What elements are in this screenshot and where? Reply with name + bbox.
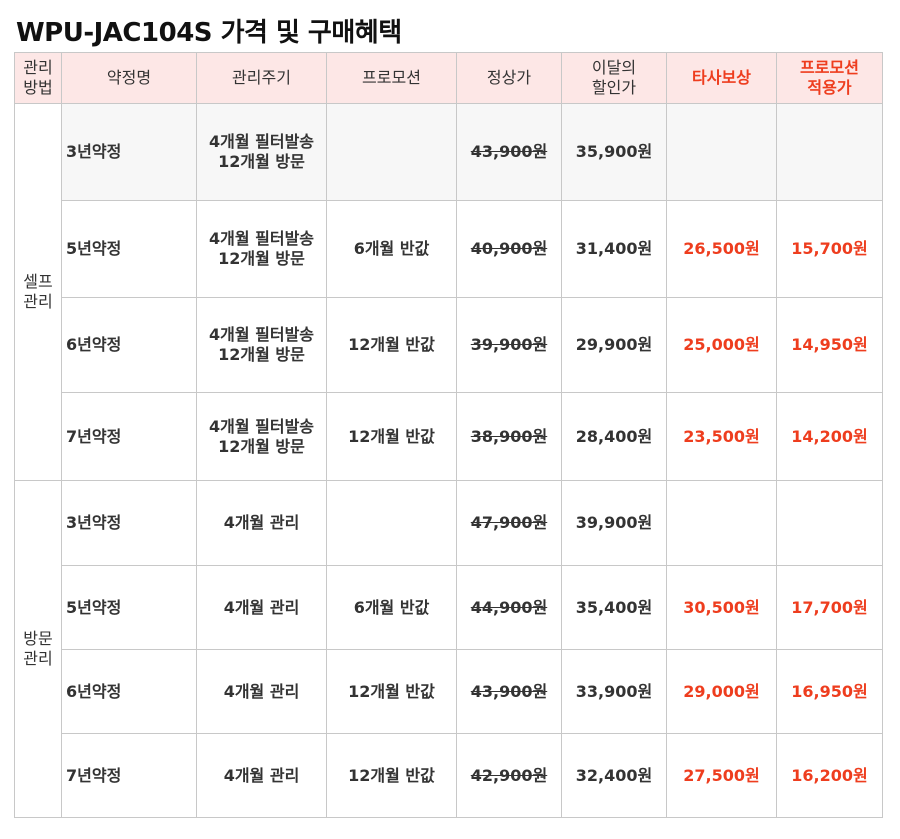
tradein-cell: 27,500원 bbox=[666, 733, 777, 818]
promo-cell bbox=[326, 103, 457, 201]
regular-price-cell: 47,900원 bbox=[456, 480, 562, 566]
table-row: 5년약정 4개월 필터발송 12개월 방문 6개월 반값 40,900원 31,4… bbox=[15, 200, 883, 298]
final-price-cell: 14,950원 bbox=[776, 297, 883, 393]
tradein-cell bbox=[666, 480, 777, 566]
final-price-cell: 17,700원 bbox=[776, 565, 883, 650]
cycle-cell: 4개월 필터발송 12개월 방문 bbox=[196, 392, 327, 481]
plan-cell: 7년약정 bbox=[61, 733, 197, 818]
tradein-cell: 23,500원 bbox=[666, 392, 777, 481]
promo-cell: 12개월 반값 bbox=[326, 733, 457, 818]
regular-price-cell: 43,900원 bbox=[456, 649, 562, 734]
group-self: 셀프 관리 bbox=[14, 103, 62, 481]
header-cycle: 관리주기 bbox=[196, 52, 327, 104]
plan-cell: 6년약정 bbox=[61, 649, 197, 734]
discount-price-cell: 39,900원 bbox=[561, 480, 667, 566]
promo-cell bbox=[326, 480, 457, 566]
header-promotion: 프로모션 bbox=[326, 52, 457, 104]
table-row: 셀프 관리 3년약정 4개월 필터발송 12개월 방문 43,900원 35,900… bbox=[14, 103, 883, 481]
tradein-cell bbox=[666, 103, 777, 201]
table-row: 방문 관리 3년약정 4개월 관리 47,900원 39,900원 bbox=[14, 480, 883, 818]
table-row: 5년약정 4개월 관리 6개월 반값 44,900원 35,400원 30,50… bbox=[15, 565, 883, 650]
header-monthly-discount: 이달의 할인가 bbox=[561, 52, 667, 104]
promo-cell: 6개월 반값 bbox=[326, 200, 457, 298]
promo-cell: 6개월 반값 bbox=[326, 565, 457, 650]
promo-cell: 12개월 반값 bbox=[326, 649, 457, 734]
discount-price-cell: 32,400원 bbox=[561, 733, 667, 818]
tradein-cell: 26,500원 bbox=[666, 200, 777, 298]
plan-cell: 3년약정 bbox=[61, 103, 197, 201]
group-visit: 방문 관리 bbox=[14, 480, 62, 818]
final-price-cell: 16,950원 bbox=[776, 649, 883, 734]
discount-price-cell: 31,400원 bbox=[561, 200, 667, 298]
discount-price-cell: 28,400원 bbox=[561, 392, 667, 481]
header-row: 관리 방법 약정명 관리주기 프로모션 정상가 이달의 할인가 타사보상 프로모션 적… bbox=[14, 52, 883, 104]
discount-price-cell: 35,400원 bbox=[561, 565, 667, 650]
plan-cell: 6년약정 bbox=[61, 297, 197, 393]
table-row: 6년약정 4개월 관리 12개월 반값 43,900원 33,900원 29,0… bbox=[15, 649, 883, 734]
regular-price-cell: 43,900원 bbox=[456, 103, 562, 201]
tradein-cell: 25,000원 bbox=[666, 297, 777, 393]
cycle-cell: 4개월 필터발송 12개월 방문 bbox=[196, 200, 327, 298]
header-tradein: 타사보상 bbox=[666, 52, 777, 104]
regular-price-cell: 42,900원 bbox=[456, 733, 562, 818]
final-price-cell: 15,700원 bbox=[776, 200, 883, 298]
final-price-cell bbox=[776, 480, 883, 566]
final-price-cell bbox=[776, 103, 883, 201]
discount-price-cell: 29,900원 bbox=[561, 297, 667, 393]
promo-cell: 12개월 반값 bbox=[326, 297, 457, 393]
cycle-cell: 4개월 필터발송 12개월 방문 bbox=[196, 297, 327, 393]
tradein-cell: 30,500원 bbox=[666, 565, 777, 650]
plan-cell: 5년약정 bbox=[61, 565, 197, 650]
cycle-cell: 4개월 필터발송 12개월 방문 bbox=[196, 103, 327, 201]
regular-price-cell: 44,900원 bbox=[456, 565, 562, 650]
cycle-cell: 4개월 관리 bbox=[196, 565, 327, 650]
page-title: WPU-JAC104S 가격 및 구매혜택 bbox=[16, 18, 402, 48]
promo-cell: 12개월 반값 bbox=[326, 392, 457, 481]
plan-cell: 3년약정 bbox=[61, 480, 197, 566]
price-table: 관리 방법 약정명 관리주기 프로모션 정상가 이달의 할인가 타사보상 프로모션 적… bbox=[14, 52, 883, 818]
regular-price-cell: 38,900원 bbox=[456, 392, 562, 481]
regular-price-cell: 39,900원 bbox=[456, 297, 562, 393]
header-method: 관리 방법 bbox=[14, 52, 62, 104]
regular-price-cell: 40,900원 bbox=[456, 200, 562, 298]
header-promo-applied: 프로모션 적용가 bbox=[776, 52, 883, 104]
cycle-cell: 4개월 관리 bbox=[196, 649, 327, 734]
plan-cell: 7년약정 bbox=[61, 392, 197, 481]
final-price-cell: 16,200원 bbox=[776, 733, 883, 818]
table-row: 7년약정 4개월 관리 12개월 반값 42,900원 32,400원 27,5… bbox=[15, 733, 883, 818]
plan-cell: 5년약정 bbox=[61, 200, 197, 298]
final-price-cell: 14,200원 bbox=[776, 392, 883, 481]
header-regular-price: 정상가 bbox=[456, 52, 562, 104]
discount-price-cell: 35,900원 bbox=[561, 103, 667, 201]
table-row: 7년약정 4개월 필터발송 12개월 방문 12개월 반값 38,900원 28,… bbox=[15, 392, 883, 481]
header-plan: 약정명 bbox=[61, 52, 197, 104]
table-row: 6년약정 4개월 필터발송 12개월 방문 12개월 반값 39,900원 29,… bbox=[15, 297, 883, 393]
cycle-cell: 4개월 관리 bbox=[196, 733, 327, 818]
discount-price-cell: 33,900원 bbox=[561, 649, 667, 734]
tradein-cell: 29,000원 bbox=[666, 649, 777, 734]
cycle-cell: 4개월 관리 bbox=[196, 480, 327, 566]
